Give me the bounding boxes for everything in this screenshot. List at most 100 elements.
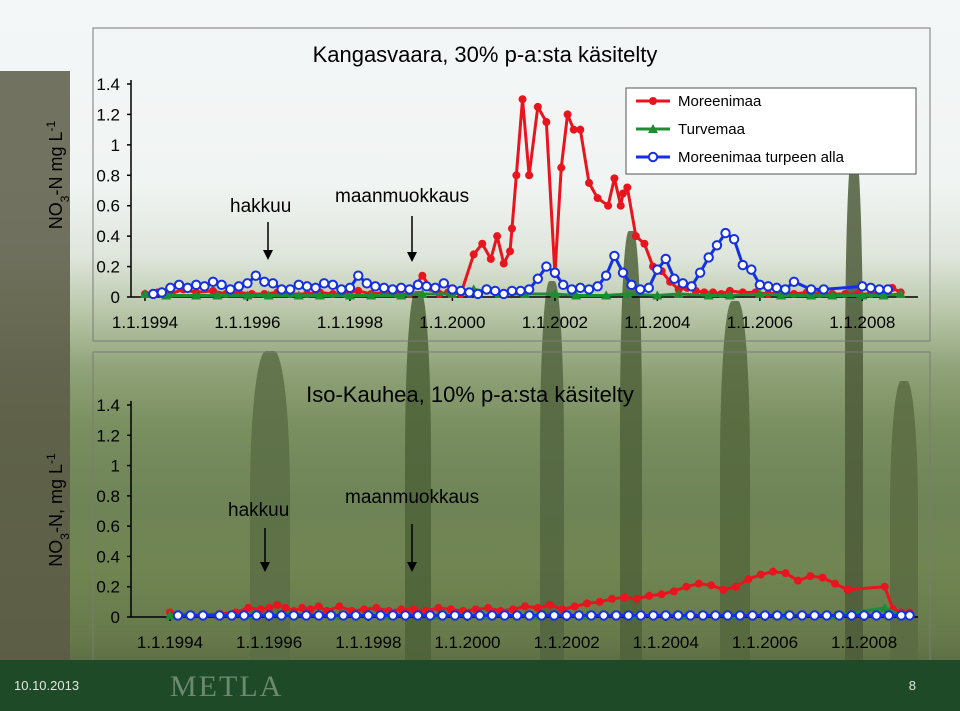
- x-tick-label: 1.1.1994: [112, 313, 178, 332]
- y-axis-label: NO3-N mg L-1: [44, 120, 72, 229]
- data-point: [734, 610, 746, 621]
- data-point: [635, 610, 646, 621]
- data-point: [805, 284, 817, 295]
- x-tick-label: 1.1.2000: [419, 313, 485, 332]
- data-point: [703, 252, 714, 263]
- x-tick-label: 1.1.2008: [829, 313, 895, 332]
- legend-label: Moreenimaa turpeen alla: [678, 149, 845, 166]
- data-point: [780, 284, 791, 295]
- data-point: [604, 201, 613, 210]
- data-point: [353, 270, 364, 281]
- data-point: [610, 174, 619, 183]
- data-point: [209, 286, 218, 295]
- data-point: [566, 284, 577, 295]
- data-point: [242, 278, 253, 289]
- data-point: [558, 279, 569, 291]
- data-point: [250, 270, 262, 281]
- data-point: [293, 279, 304, 291]
- data-point: [557, 163, 566, 172]
- tree-silhouette: [620, 231, 642, 711]
- data-point: [608, 594, 617, 603]
- data-point: [724, 290, 735, 300]
- data-point: [541, 261, 552, 272]
- data-point: [493, 232, 502, 241]
- data-point: [652, 290, 663, 300]
- legend-label: Moreenimaa: [678, 93, 762, 110]
- x-tick-label: 1.1.1994: [137, 633, 203, 652]
- data-point: [430, 282, 441, 294]
- data-point: [301, 610, 312, 621]
- data-point: [421, 281, 432, 292]
- data-point: [622, 288, 633, 298]
- data-point: [525, 171, 534, 180]
- annotation-maanmuokkaus: maanmuokkaus: [345, 487, 479, 508]
- chart-1: Kangasvaara, 30% p-a:sta käsitelty NO3-N …: [44, 27, 931, 342]
- data-point: [506, 247, 515, 256]
- data-point: [669, 587, 678, 596]
- x-tick-label: 1.1.1996: [236, 633, 302, 652]
- data-point: [601, 290, 612, 300]
- y-tick-label: 0.4: [96, 227, 120, 246]
- legend-box: [625, 87, 917, 175]
- data-point: [843, 585, 852, 594]
- y-tick-label: 0: [111, 288, 120, 307]
- chart-2: Iso-Kauhea, 10% p-a:sta käsitelty NO3-N, …: [44, 351, 931, 663]
- data-point: [164, 610, 175, 620]
- data-point: [370, 281, 381, 292]
- data-point: [140, 288, 150, 298]
- data-point: [583, 599, 592, 608]
- data-point: [233, 281, 245, 292]
- y-tick-label: 1: [111, 136, 120, 155]
- y-tick-label: 1.4: [96, 75, 120, 94]
- data-point: [285, 284, 296, 295]
- y-tick-label: 0.2: [96, 578, 120, 597]
- data-point: [313, 610, 324, 621]
- data-point: [267, 278, 279, 289]
- y-tick-label: 0: [111, 608, 120, 627]
- chart-frame: [92, 27, 931, 342]
- data-point: [532, 273, 544, 284]
- x-tick-label: 1.1.2002: [522, 313, 588, 332]
- data-point: [314, 290, 325, 300]
- tree-silhouette: [405, 291, 431, 711]
- data-point: [707, 581, 716, 590]
- data-point: [569, 125, 578, 134]
- data-point: [660, 253, 671, 265]
- data-point: [818, 573, 827, 582]
- data-point: [511, 610, 523, 621]
- data-point: [366, 290, 377, 300]
- data-point: [225, 284, 236, 295]
- annotation-hakkuu: hakkuu: [230, 196, 291, 217]
- data-point: [685, 610, 696, 621]
- data-point: [871, 610, 882, 621]
- chart-title: Iso-Kauhea, 10% p-a:sta käsitelty: [306, 382, 634, 407]
- data-point: [593, 194, 602, 203]
- data-point: [561, 610, 572, 621]
- data-point: [722, 610, 733, 621]
- data-point: [609, 250, 620, 262]
- data-point: [821, 610, 832, 621]
- data-point: [769, 567, 778, 576]
- data-point: [172, 610, 184, 621]
- y-tick-label: 0.2: [96, 258, 120, 277]
- data-point: [265, 603, 274, 612]
- data-point: [563, 110, 572, 119]
- data-point: [846, 610, 857, 621]
- data-point: [512, 171, 521, 180]
- data-point: [273, 600, 282, 609]
- annotation-arrowhead: [260, 562, 270, 572]
- data-point: [350, 610, 362, 621]
- data-point: [472, 288, 484, 300]
- data-point: [784, 610, 795, 621]
- y-tick-label: 0.6: [96, 197, 120, 216]
- data-point: [281, 603, 290, 612]
- x-tick-label: 1.1.1996: [214, 313, 280, 332]
- data-point: [882, 284, 894, 295]
- data-point: [697, 610, 709, 621]
- data-point: [395, 282, 407, 294]
- data-point: [806, 290, 817, 300]
- data-point: [506, 285, 518, 297]
- data-point: [728, 233, 740, 245]
- data-point: [635, 284, 646, 295]
- data-point: [404, 284, 415, 295]
